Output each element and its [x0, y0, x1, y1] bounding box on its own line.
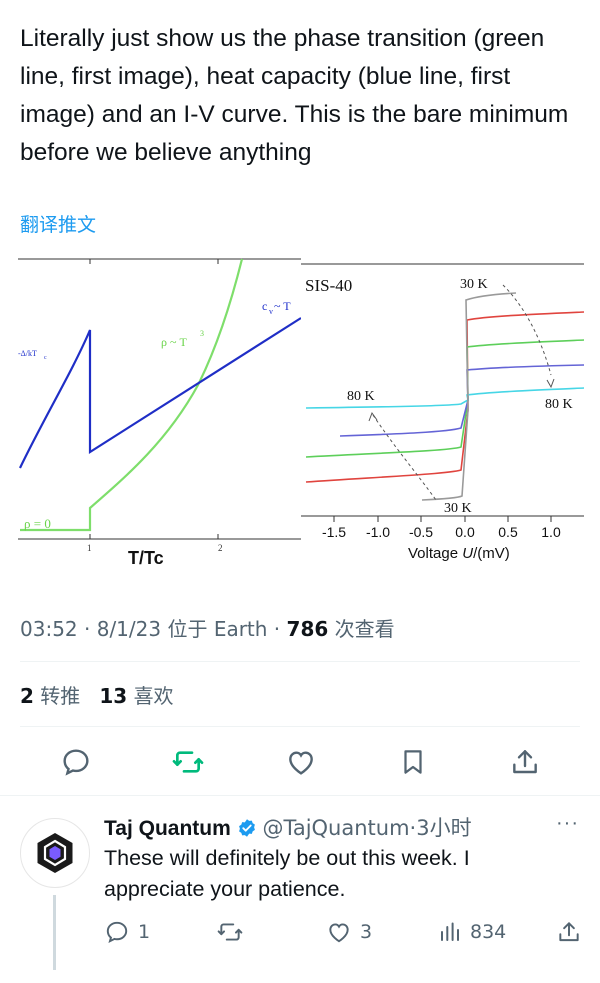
views-label: 次查看: [334, 617, 395, 641]
x-tick-label: -0.5: [409, 524, 433, 540]
label-30k-top: 30 K: [460, 277, 488, 292]
retweet-button[interactable]: [168, 738, 208, 786]
tweet-location: Earth: [213, 617, 268, 641]
figure-right-plot: SIS-40 30 K 80 K 80 K 30 K -1.5 -1.0 -0.…: [301, 250, 586, 580]
tweet-meta: 03:52 · 8/1/23 位于 Earth · 786 次查看: [20, 617, 395, 641]
more-options-button[interactable]: ···: [556, 812, 579, 834]
reply-time[interactable]: 3小时: [416, 816, 472, 840]
divider: [0, 795, 600, 796]
reply-reply-button[interactable]: 1: [104, 916, 150, 948]
cv-curve: [19, 317, 302, 469]
share-icon: [513, 750, 537, 774]
reply-like-button[interactable]: 3: [326, 916, 372, 948]
reply-header: Taj Quantum @TajQuantum·3小时: [104, 816, 472, 840]
x-axis-label-prefix: Voltage: [408, 545, 462, 562]
tick-label-1: 1: [87, 543, 92, 553]
retweet-icon: [172, 751, 204, 773]
tweet-action-bar: [0, 738, 600, 786]
label-delta-sub: c: [44, 355, 47, 361]
figure-left-plot: ρ = 0 ρ ~ T 3 c v ~ T -Δ/kT c 1 2 T/Tc: [18, 250, 302, 580]
divider: [20, 661, 580, 662]
share-icon: [559, 922, 579, 942]
tweet-text: Literally just show us the phase transit…: [20, 25, 569, 166]
avatar[interactable]: [20, 818, 90, 888]
reply-retweet-button[interactable]: [216, 916, 244, 948]
rho-curve: [20, 258, 244, 532]
reply-likes-count: 3: [360, 921, 373, 943]
reply-replies-count: 1: [138, 921, 151, 943]
tweet-date[interactable]: 8/1/23: [96, 617, 162, 641]
reply-author-name[interactable]: Taj Quantum: [104, 817, 231, 840]
x-tick-label: 0.0: [455, 524, 475, 540]
reply-icon: [63, 749, 89, 776]
label-rho-zero: ρ = 0: [24, 516, 51, 531]
x-tick-label: -1.0: [366, 524, 390, 540]
location-prefix: 位于: [167, 617, 208, 641]
label-cv-tail: ~ T: [274, 299, 291, 313]
x-axis-label: T/Tc: [128, 548, 164, 568]
heart-icon: [329, 923, 349, 943]
translate-tweet-link[interactable]: 翻译推文: [20, 214, 97, 236]
label-delta: -Δ/kT: [18, 349, 37, 358]
label-rho-t3: ρ ~ T: [161, 335, 187, 349]
reply-views-count: 834: [470, 921, 507, 943]
thread-line: [53, 895, 56, 970]
retweets-count: 2: [20, 684, 34, 708]
label-cv-sub: v: [269, 307, 273, 316]
x-tick-label: 0.5: [498, 524, 518, 540]
label-80k-left: 80 K: [347, 389, 375, 404]
reply-views-button[interactable]: 834: [438, 916, 506, 948]
likes-label: 喜欢: [133, 684, 174, 708]
tweet-media[interactable]: ρ = 0 ρ ~ T 3 c v ~ T -Δ/kT c 1 2 T/Tc: [18, 250, 586, 580]
like-button[interactable]: [281, 738, 321, 786]
iv-curve-green: [305, 339, 585, 458]
analytics-icon: [441, 922, 459, 941]
reply-author-handle[interactable]: @TajQuantum: [262, 816, 410, 840]
views-count: 786: [286, 617, 329, 641]
bookmark-button[interactable]: [393, 738, 433, 786]
likes-count: 13: [99, 684, 128, 708]
x-axis-label-var: U: [462, 545, 473, 562]
x-tick-label: -1.5: [322, 524, 346, 540]
retweets-stat[interactable]: 2 转推: [20, 684, 80, 708]
retweets-label: 转推: [40, 684, 81, 708]
label-80k-right: 80 K: [545, 397, 573, 412]
iv-curve-gray: [421, 292, 517, 501]
heart-icon: [289, 751, 313, 775]
verified-badge-icon: [238, 819, 255, 837]
iv-curve-purple: [339, 364, 585, 437]
tweet-stats: 2 转推 13 喜欢: [20, 680, 174, 709]
reply-button[interactable]: [56, 738, 96, 786]
x-axis-label-unit: /(mV): [473, 545, 510, 562]
label-cv: c: [262, 299, 267, 313]
taj-quantum-logo-icon: [37, 833, 73, 873]
reply-share-button[interactable]: [556, 916, 582, 948]
x-axis-label-right: Voltage U/(mV): [408, 545, 510, 562]
retweet-icon: [217, 923, 243, 941]
tick-label-2: 2: [218, 543, 223, 553]
likes-stat[interactable]: 13 喜欢: [99, 684, 173, 708]
iv-curve-red: [305, 311, 585, 483]
label-rho-exp: 3: [200, 329, 204, 338]
bookmark-icon: [404, 750, 422, 774]
figure-images: ρ = 0 ρ ~ T 3 c v ~ T -Δ/kT c 1 2 T/Tc: [18, 250, 586, 580]
label-30k-bottom: 30 K: [444, 501, 472, 516]
tweet-time[interactable]: 03:52: [20, 617, 78, 641]
iv-curve-cyan: [305, 387, 585, 409]
x-tick-label: 1.0: [541, 524, 561, 540]
figure-right-title: SIS-40: [305, 276, 352, 295]
divider: [20, 726, 580, 727]
reply-icon: [106, 921, 128, 944]
share-button[interactable]: [505, 738, 545, 786]
reply-text: These will definitely be out this week. …: [104, 846, 470, 901]
